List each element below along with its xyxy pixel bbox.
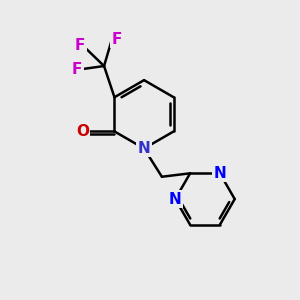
Text: O: O <box>76 124 89 139</box>
Text: N: N <box>138 141 150 156</box>
Text: F: F <box>75 38 86 53</box>
Text: F: F <box>72 61 83 76</box>
Text: N: N <box>169 191 182 206</box>
Text: N: N <box>214 166 226 181</box>
Text: F: F <box>112 32 122 47</box>
